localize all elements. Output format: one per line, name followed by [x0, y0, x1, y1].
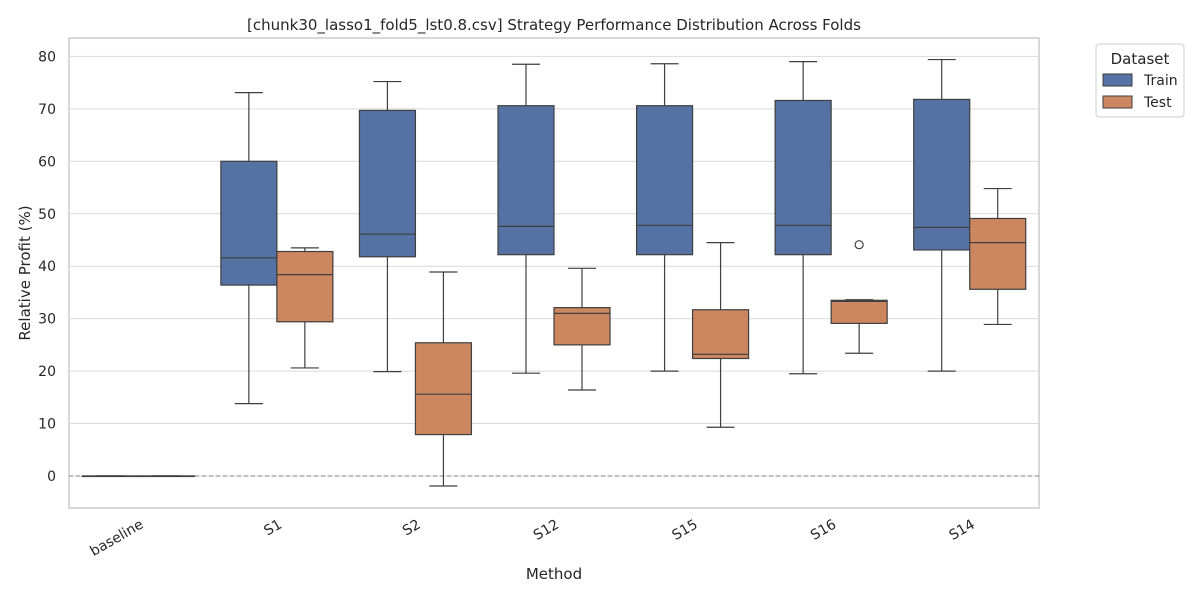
legend-label-test: Test [1143, 95, 1172, 111]
box-train-s14 [913, 58, 971, 372]
box-body [969, 217, 1027, 290]
y-tick-label: 20 [38, 364, 56, 380]
x-tick-label: S1 [261, 517, 284, 540]
legend-swatch-test [1102, 95, 1133, 109]
box-train-baseline [81, 475, 139, 478]
box-body [414, 342, 473, 436]
box-body [913, 98, 971, 251]
x-tick-label: S15 [669, 517, 700, 544]
legend: Dataset Train Test [1095, 43, 1185, 118]
box-test-s16 [830, 240, 888, 354]
box-body [691, 309, 750, 360]
legend-label-train: Train [1143, 73, 1178, 89]
box-train-s1 [220, 91, 278, 405]
y-axis-label: Relative Profit (%) [16, 205, 34, 340]
box-test-s1 [276, 247, 334, 369]
x-axis-ticks: baseline S1 S2 S12 S15 S16 S14 [88, 517, 978, 560]
plot-frame [68, 37, 1040, 509]
x-tick-label: S2 [400, 517, 423, 540]
y-axis-ticks: 0 10 20 30 40 50 60 70 80 [38, 49, 56, 485]
y-tick-label: 50 [38, 207, 56, 223]
box-body [497, 105, 555, 256]
box-test-baseline [137, 475, 195, 478]
box-body [635, 105, 694, 256]
y-tick-label: 40 [38, 259, 56, 275]
box-train-s16 [774, 61, 832, 375]
y-tick-label: 0 [47, 469, 56, 485]
box-outlier [854, 240, 864, 250]
box-test-s12 [553, 267, 611, 391]
box-train-s12 [497, 63, 555, 374]
box-test-s14 [969, 187, 1027, 326]
x-axis-label: Method [526, 565, 582, 583]
legend-title: Dataset [1111, 50, 1170, 68]
y-tick-label: 30 [38, 312, 56, 328]
x-tick-label: S14 [947, 517, 978, 544]
x-tick-label: S16 [808, 517, 839, 544]
box-plot-series [81, 58, 1027, 487]
x-tick-label: baseline [88, 517, 147, 560]
box-body [276, 250, 334, 323]
box-test-s15 [691, 241, 750, 428]
y-tick-label: 10 [38, 417, 56, 433]
y-tick-label: 70 [38, 102, 56, 118]
y-tick-label: 60 [38, 154, 56, 170]
box-body [358, 109, 417, 258]
legend-swatch-train [1102, 73, 1133, 87]
x-tick-label: S12 [531, 517, 562, 544]
y-tick-label: 80 [38, 49, 56, 65]
box-body [830, 299, 888, 324]
box-body [774, 99, 832, 256]
box-train-s15 [635, 63, 694, 372]
box-test-s2 [414, 271, 473, 487]
box-body [220, 160, 278, 286]
chart-title: [chunk30_lasso1_fold5_lst0.8.csv] Strate… [247, 16, 861, 35]
box-train-s2 [358, 80, 417, 373]
